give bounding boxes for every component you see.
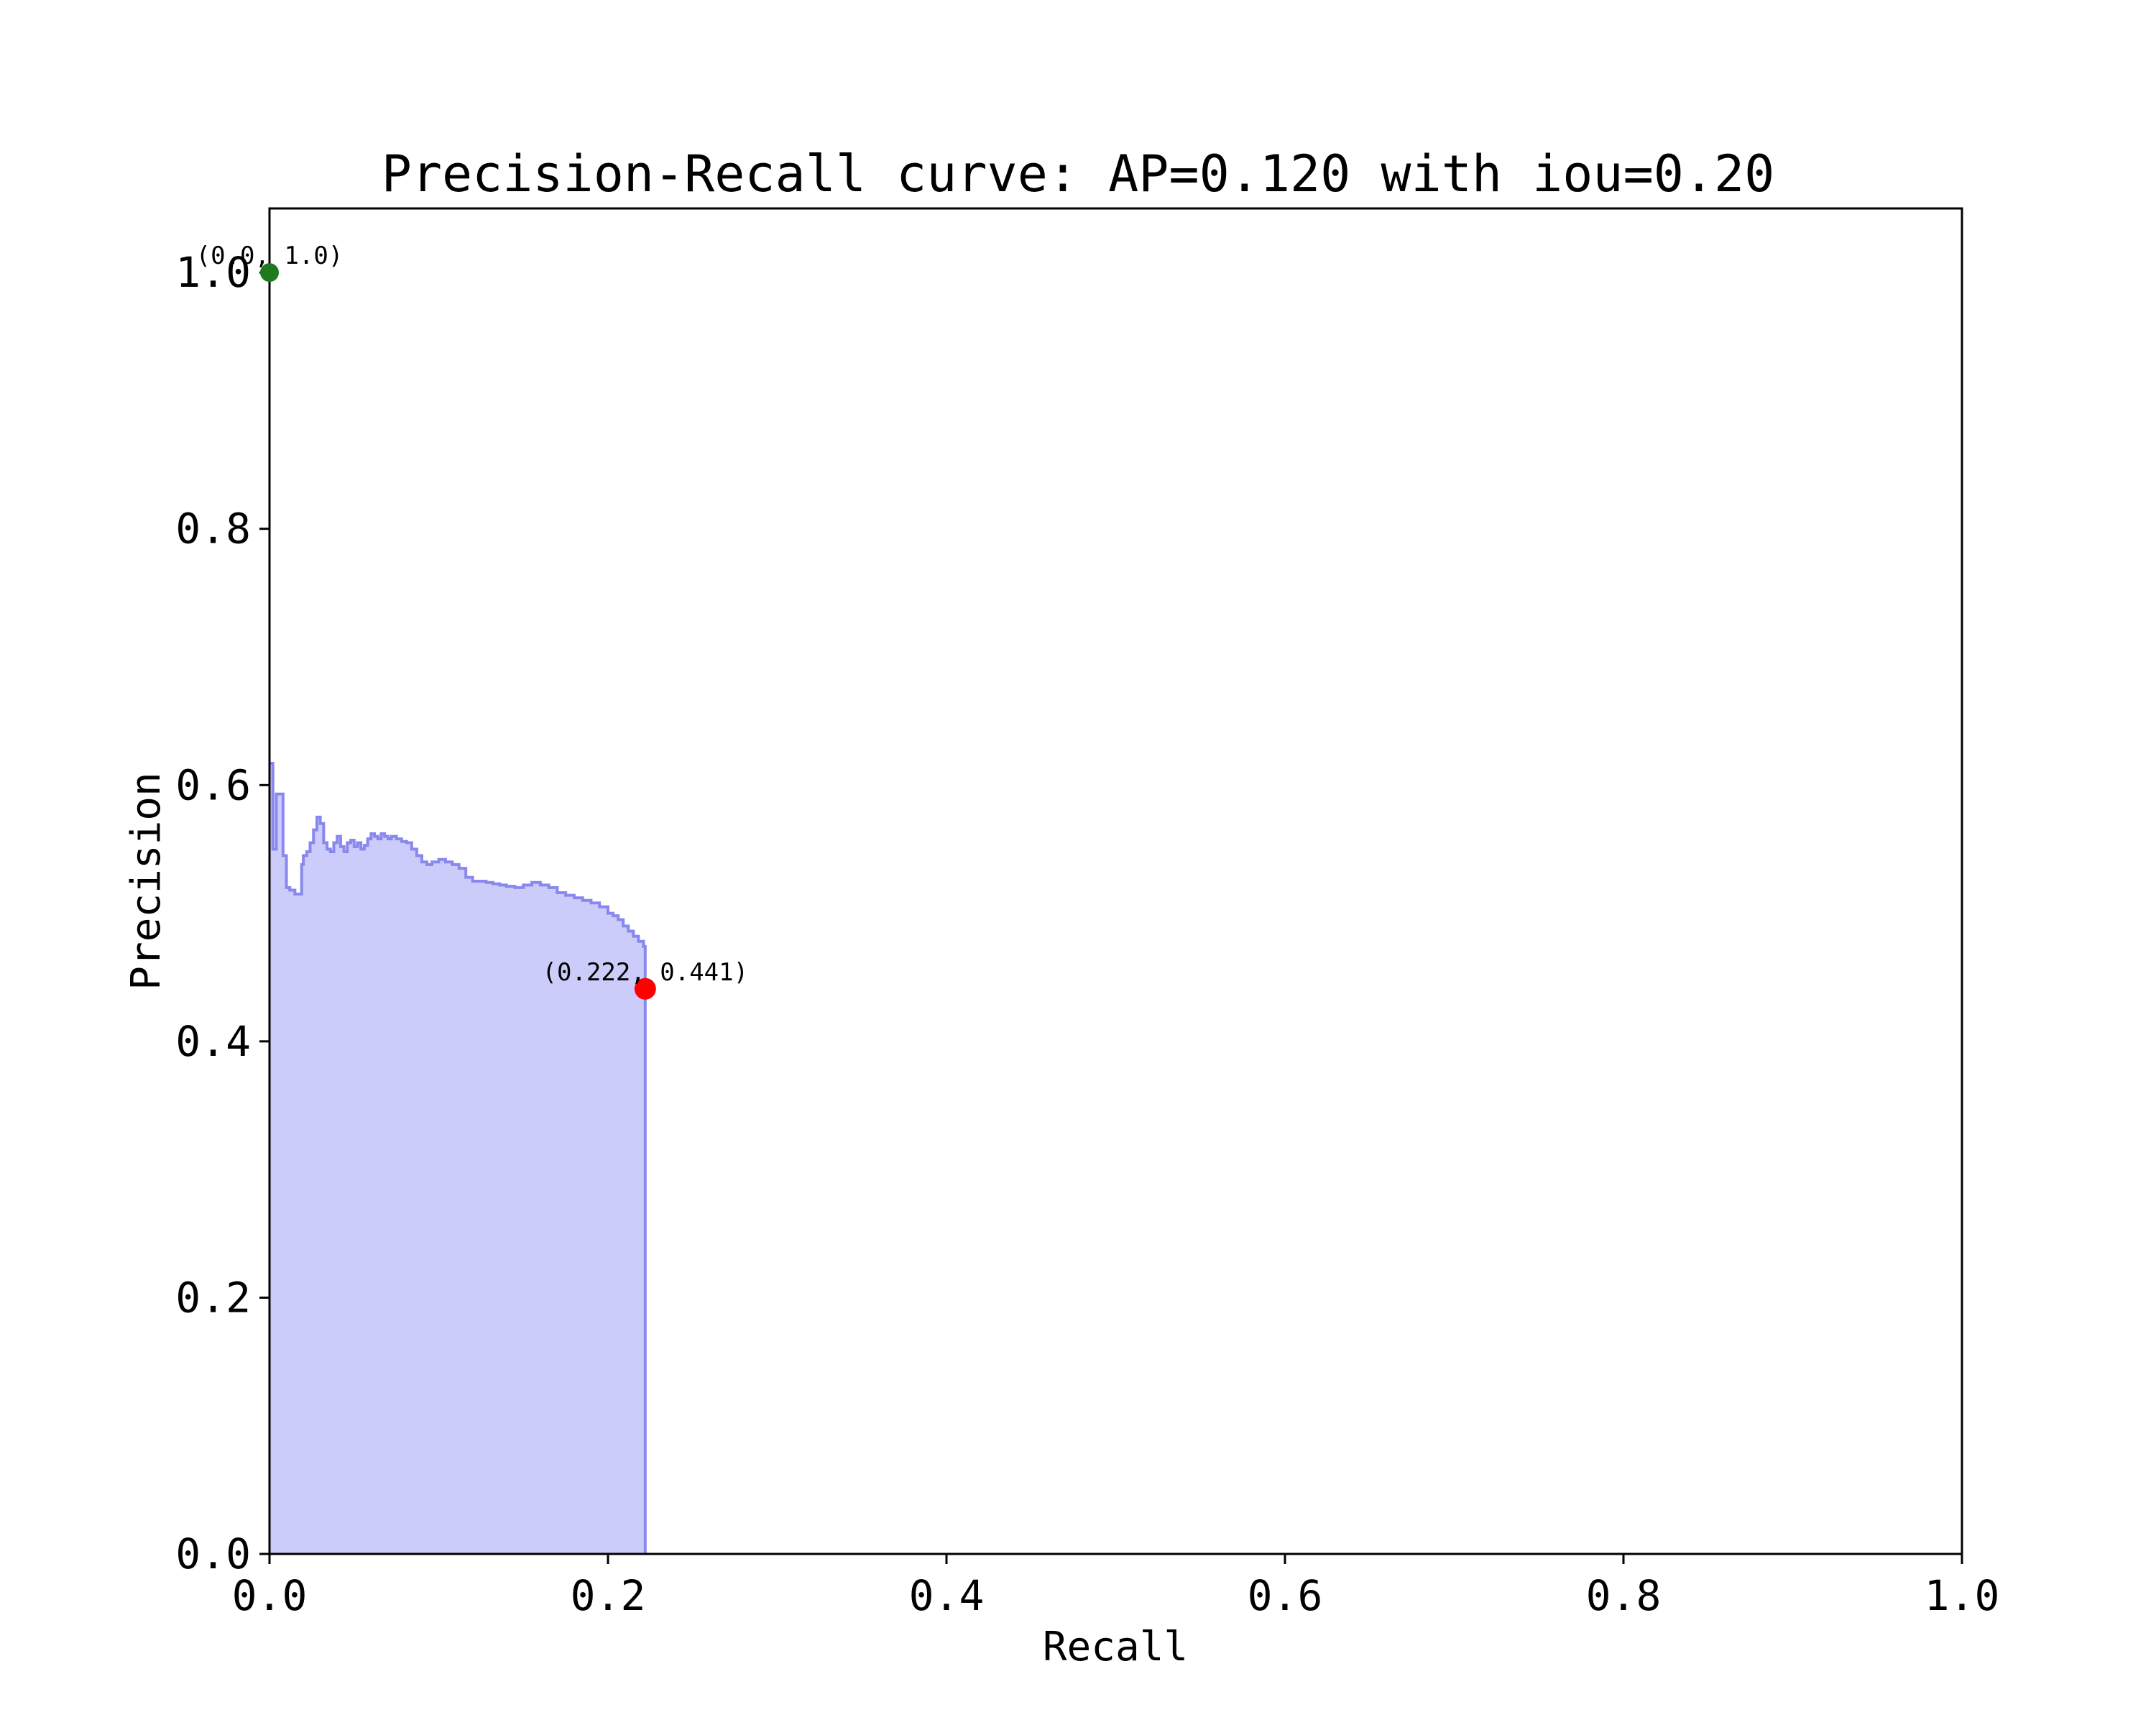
plot-frame [268,207,1963,1555]
x-tick-label: 0.0 [232,1571,308,1620]
x-tick-label: 0.6 [1248,1571,1323,1620]
x-axis-label: Recall [1043,1624,1188,1670]
end-point-marker [634,978,656,1000]
y-tick-label: 0.8 [175,505,251,553]
y-axis: 0.0 0.2 0.4 0.6 0.8 1.0 [175,248,270,1578]
end-point-label: (0.222, 0.441) [543,958,749,987]
pr-curve-line [270,761,647,1554]
x-tick-label: 0.8 [1586,1571,1662,1620]
x-tick-label: 1.0 [1925,1571,2000,1620]
y-tick-label: 0.6 [175,760,251,809]
x-tick-label: 0.2 [571,1571,646,1620]
start-point-label: (0.0, 1.0) [196,242,344,270]
pr-curve-fill [270,763,645,1554]
plot-area [268,207,1963,1555]
y-tick-label: 0.0 [175,1530,251,1578]
y-tick-label: 0.2 [175,1273,251,1322]
x-axis: 0.0 0.2 0.4 0.6 0.8 1.0 [232,1554,2000,1620]
annotations: (0.0, 1.0) (0.222, 0.441) [196,242,748,1000]
start-point-marker [260,263,279,282]
y-tick-label: 0.4 [175,1017,251,1066]
y-tick-label: 1.0 [175,248,251,297]
chart-title: Precision-Recall curve: AP=0.120 with io… [382,144,1775,203]
x-tick-label: 0.4 [909,1571,985,1620]
y-axis-label: Precision [123,772,170,990]
